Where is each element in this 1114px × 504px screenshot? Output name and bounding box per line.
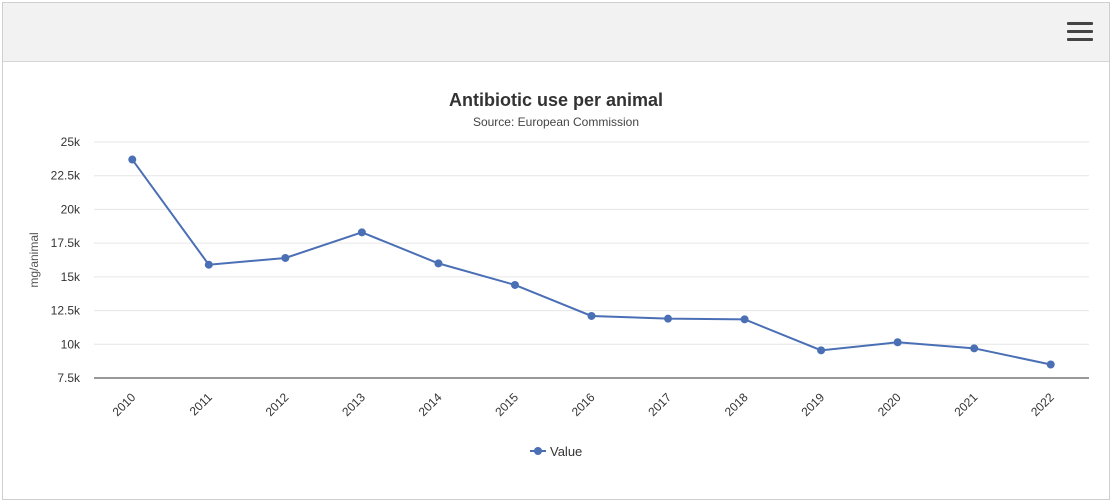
y-tick-label: 15k	[61, 270, 81, 284]
data-point[interactable]	[587, 311, 596, 320]
data-point[interactable]	[128, 155, 137, 164]
series-value[interactable]	[128, 155, 1055, 369]
data-point[interactable]	[204, 260, 213, 269]
data-point[interactable]	[970, 344, 979, 353]
x-tick-label: 2010	[110, 390, 139, 419]
chart-title: Antibiotic use per animal	[449, 90, 663, 110]
toolbar	[3, 3, 1109, 62]
x-tick-label: 2017	[645, 390, 674, 419]
legend-label: Value	[550, 444, 582, 459]
chart-subtitle: Source: European Commission	[473, 115, 639, 129]
hamburger-menu-icon[interactable]	[1067, 19, 1095, 45]
data-point[interactable]	[510, 280, 519, 289]
data-point[interactable]	[817, 346, 826, 355]
y-axis-title: mg/animal	[27, 232, 41, 287]
x-tick-label: 2015	[492, 390, 521, 419]
x-tick-label: 2018	[722, 390, 751, 419]
data-point[interactable]	[664, 314, 673, 323]
x-tick-label: 2019	[798, 390, 827, 419]
y-tick-label: 20k	[61, 202, 81, 216]
x-tick-label: 2014	[416, 390, 445, 419]
data-point[interactable]	[740, 315, 749, 324]
series-line	[131, 158, 1051, 366]
x-tick-label: 2022	[1028, 390, 1057, 419]
y-tick-label: 22.5k	[51, 169, 81, 183]
data-point[interactable]	[281, 253, 290, 262]
x-tick-label: 2016	[569, 390, 598, 419]
y-tick-label: 25k	[61, 135, 81, 149]
x-tick-label: 2012	[263, 390, 292, 419]
x-tick-label: 2020	[875, 390, 904, 419]
x-tick-label: 2013	[339, 390, 368, 419]
y-tick-label: 10k	[61, 337, 81, 351]
x-tick-label: 2011	[187, 390, 215, 418]
legend[interactable]: Value	[530, 444, 582, 459]
data-point[interactable]	[1046, 360, 1055, 369]
y-axis: 7.5k 10k 12.5k 15k 17.5k 20k 22.5k 25k	[51, 135, 1089, 385]
x-tick-label: 2021	[952, 390, 981, 419]
x-axis: 2010 2011 2012 2013 2014 2015 2016 2017 2018 2019…	[110, 390, 1057, 419]
legend-marker	[534, 447, 542, 455]
y-tick-label: 12.5k	[51, 304, 81, 318]
data-point[interactable]	[434, 259, 443, 268]
y-tick-label: 17.5k	[51, 236, 81, 250]
grid-lines	[94, 141, 1089, 345]
data-point[interactable]	[357, 228, 366, 237]
data-point[interactable]	[893, 338, 902, 347]
y-tick-label: 7.5k	[57, 371, 81, 385]
